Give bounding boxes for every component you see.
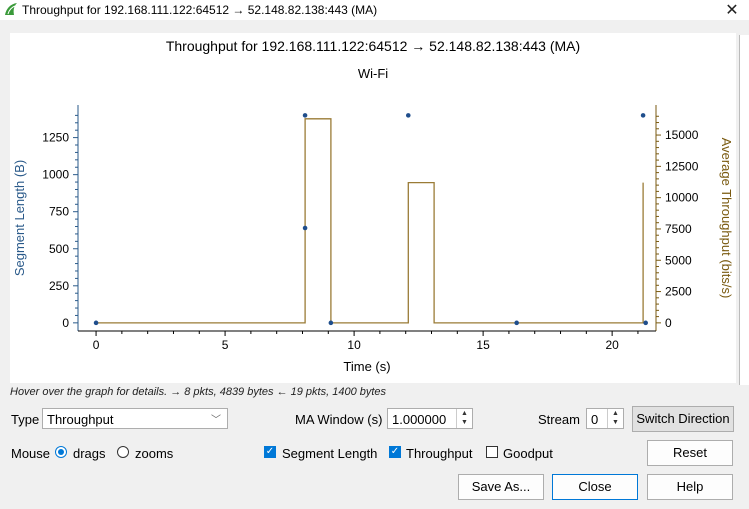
throughput-series-line	[96, 118, 644, 324]
wireshark-fin-icon	[5, 3, 17, 15]
x-tick-label: 0	[93, 338, 100, 352]
y-right-tick-label: 0	[665, 316, 672, 330]
mouse-label: Mouse	[11, 446, 51, 461]
segment-length-point	[514, 320, 519, 326]
goodput-checkbox[interactable]	[486, 446, 498, 458]
close-button[interactable]: Close	[552, 474, 638, 500]
goodput-label[interactable]: Goodput	[503, 446, 553, 461]
switch-direction-button[interactable]: Switch Direction	[632, 406, 734, 432]
ma-window-spinbox[interactable]: 1.000000 ▲ ▼	[387, 408, 473, 429]
segment-length-checkbox[interactable]: ✓	[264, 446, 276, 458]
type-label: Type	[11, 412, 40, 427]
help-button[interactable]: Help	[647, 474, 733, 500]
spin-up-icon[interactable]: ▲	[461, 410, 468, 417]
segment-length-point	[302, 225, 308, 231]
ma-window-value: 1.000000	[392, 412, 447, 427]
stream-spinbox[interactable]: 0 ▲ ▼	[586, 408, 624, 429]
y-left-tick-label: 250	[49, 279, 69, 293]
throughput-checkbox[interactable]: ✓	[389, 446, 401, 458]
plot-area[interactable]: Throughput for 192.168.111.122:64512 → 5…	[10, 33, 736, 383]
y-left-axis-label: Segment Length (B)	[12, 160, 27, 276]
x-tick-label: 20	[605, 338, 619, 352]
segment-length-point	[643, 320, 648, 326]
window-title: Throughput for 192.168.111.122:64512 → 5…	[22, 3, 378, 17]
x-tick-label: 10	[347, 338, 361, 352]
segment-length-point	[302, 113, 308, 118]
chevron-down-icon: ﹀	[211, 415, 221, 426]
y-right-tick-label: 10000	[665, 191, 699, 205]
y-right-tick-label: 15000	[665, 128, 699, 142]
spin-down-icon[interactable]: ▼	[612, 419, 619, 426]
y-right-tick-label: 2500	[665, 285, 692, 299]
throughput-chart[interactable]: Throughput for 192.168.111.122:64512 → 5…	[10, 33, 736, 383]
stream-value: 0	[591, 412, 599, 427]
segment-length-point	[93, 320, 99, 326]
spin-down-icon[interactable]: ▼	[461, 419, 468, 426]
type-select-value: Throughput	[47, 412, 114, 427]
y-right-tick-label: 7500	[665, 222, 692, 236]
drags-label[interactable]: drags	[73, 446, 106, 461]
x-tick-label: 15	[476, 338, 490, 352]
y-right-tick-label: 12500	[665, 159, 699, 173]
x-axis-label: Time (s)	[343, 359, 390, 374]
y-right-tick-label: 5000	[665, 253, 692, 267]
ma-window-label: MA Window (s)	[295, 412, 383, 427]
segment-length-label[interactable]: Segment Length	[282, 446, 378, 461]
x-tick-label: 5	[222, 338, 229, 352]
spin-up-icon[interactable]: ▲	[612, 410, 619, 417]
drags-radio[interactable]	[55, 446, 67, 458]
stream-label: Stream	[538, 412, 580, 427]
window-titlebar: Throughput for 192.168.111.122:64512 → 5…	[0, 0, 749, 20]
scroll-strip	[739, 35, 749, 385]
save-as-button[interactable]: Save As...	[458, 474, 544, 500]
y-left-tick-label: 500	[49, 242, 69, 256]
close-icon[interactable]: ✕	[725, 2, 739, 19]
segment-length-point	[405, 113, 411, 118]
segment-length-point	[328, 320, 334, 326]
y-left-tick-label: 750	[49, 205, 69, 219]
hover-hint: Hover over the graph for details. → 8 pk…	[10, 386, 387, 398]
chart-subtitle: Wi-Fi	[358, 66, 388, 81]
zooms-label[interactable]: zooms	[135, 446, 174, 461]
y-left-tick-label: 1000	[42, 168, 69, 182]
y-left-tick-label: 1250	[42, 131, 69, 145]
reset-button[interactable]: Reset	[647, 440, 733, 466]
segment-length-point	[640, 113, 646, 118]
y-right-axis-label: Average Throughput (bits/s)	[719, 138, 734, 299]
zooms-radio[interactable]	[117, 446, 129, 458]
chart-title: Throughput for 192.168.111.122:64512 → 5…	[166, 38, 580, 54]
y-left-tick-label: 0	[62, 316, 69, 330]
type-select[interactable]: Throughput ﹀	[42, 408, 228, 429]
throughput-checkbox-label[interactable]: Throughput	[406, 446, 473, 461]
